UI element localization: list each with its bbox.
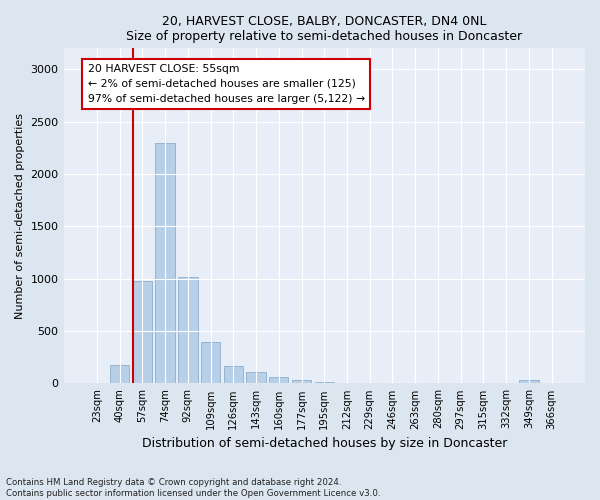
Title: 20, HARVEST CLOSE, BALBY, DONCASTER, DN4 0NL
Size of property relative to semi-d: 20, HARVEST CLOSE, BALBY, DONCASTER, DN4… <box>126 15 523 43</box>
Bar <box>292 380 311 384</box>
Bar <box>201 342 220 384</box>
Bar <box>269 376 289 384</box>
Bar <box>247 372 266 384</box>
Bar <box>87 383 107 384</box>
Bar <box>314 382 334 384</box>
Bar <box>133 282 152 384</box>
Bar <box>519 380 539 384</box>
Y-axis label: Number of semi-detached properties: Number of semi-detached properties <box>15 113 25 319</box>
X-axis label: Distribution of semi-detached houses by size in Doncaster: Distribution of semi-detached houses by … <box>142 437 507 450</box>
Bar <box>224 366 243 384</box>
Text: 20 HARVEST CLOSE: 55sqm
← 2% of semi-detached houses are smaller (125)
97% of se: 20 HARVEST CLOSE: 55sqm ← 2% of semi-det… <box>88 64 365 104</box>
Bar <box>178 276 197 384</box>
Bar <box>337 383 356 384</box>
Bar <box>155 142 175 384</box>
Bar <box>110 364 130 384</box>
Text: Contains HM Land Registry data © Crown copyright and database right 2024.
Contai: Contains HM Land Registry data © Crown c… <box>6 478 380 498</box>
